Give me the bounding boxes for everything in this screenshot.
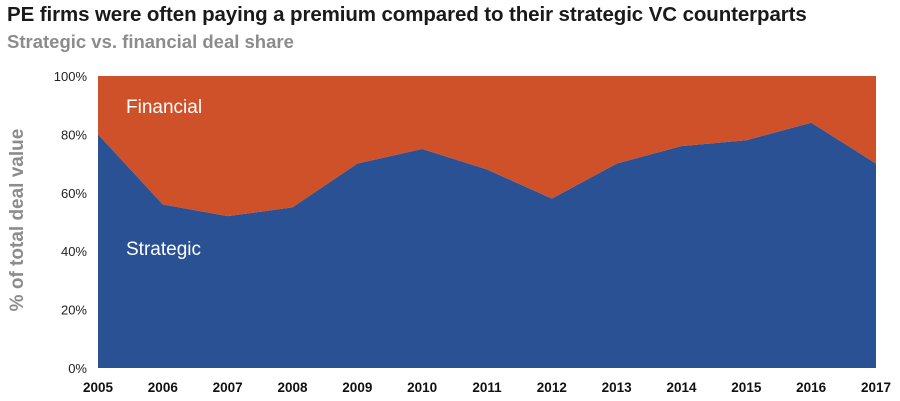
x-tick-label: 2010: [407, 380, 437, 395]
x-tick-label: 2011: [472, 380, 502, 395]
financial-area: [98, 76, 876, 217]
plot-areas: [98, 76, 876, 368]
y-tick-label: 100%: [54, 69, 88, 84]
x-tick-label: 2014: [666, 380, 697, 395]
x-tick-label: 2006: [148, 380, 179, 395]
y-tick-label: 20%: [61, 303, 87, 318]
x-axis-ticks: 2005 2006 2007 2008 2009 2010 2011 2012 2013 2014…: [83, 380, 891, 395]
x-tick-label: 2016: [796, 380, 827, 395]
chart-subtitle: Strategic vs. financial deal share: [7, 31, 294, 52]
x-tick-label: 2015: [731, 380, 762, 395]
strategic-area-label: Strategic: [126, 239, 201, 260]
x-tick-label: 2013: [602, 380, 633, 395]
y-tick-label: 80%: [61, 127, 87, 142]
y-tick-label: 60%: [61, 186, 87, 201]
x-tick-label: 2008: [277, 380, 308, 395]
x-tick-label: 2017: [861, 380, 891, 395]
strategic-area: [98, 122, 876, 368]
y-tick-label: 0%: [68, 361, 87, 376]
x-tick-label: 2007: [213, 380, 243, 395]
x-tick-label: 2009: [342, 380, 372, 395]
x-tick-label: 2012: [537, 380, 567, 395]
x-tick-label: 2005: [83, 380, 114, 395]
financial-area-label: Financial: [126, 97, 202, 118]
y-tick-label: 40%: [61, 244, 87, 259]
y-axis-label: % of total deal value: [7, 129, 28, 312]
y-axis-ticks: 0% 20% 40% 60% 80% 100%: [54, 69, 88, 376]
chart-title: PE firms were often paying a premium com…: [7, 3, 807, 26]
